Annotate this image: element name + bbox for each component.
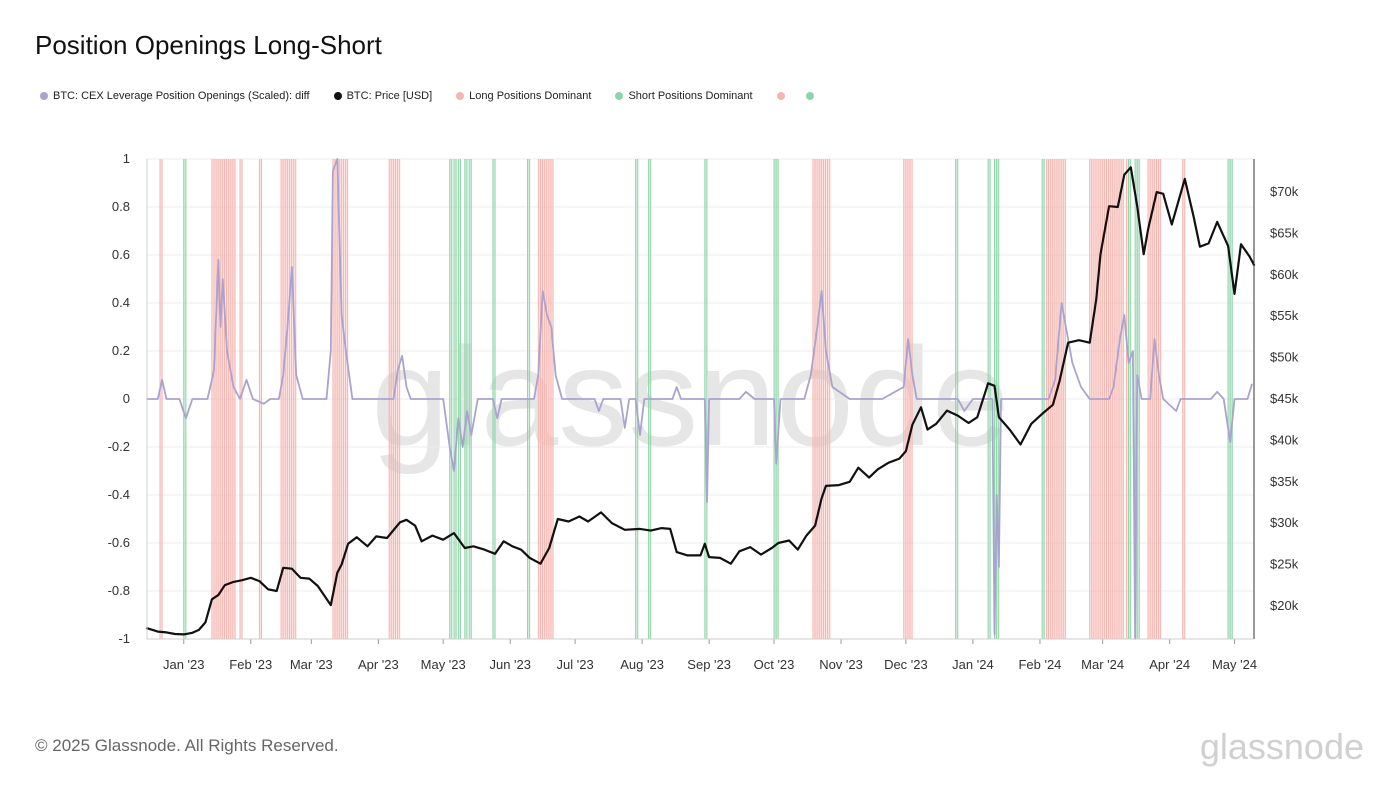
- y-left-tick-label: 0.6: [112, 247, 130, 262]
- x-tick-label: Aug '23: [620, 657, 664, 672]
- dominance-band: [458, 159, 461, 639]
- x-tick-label: Dec '23: [884, 657, 928, 672]
- dominance-band: [454, 159, 457, 639]
- dominance-band: [449, 159, 452, 639]
- x-tick-label: Mar '24: [1081, 657, 1124, 672]
- dominance-band: [389, 159, 400, 639]
- chart-legend: BTC: CEX Leverage Position Openings (Sca…: [40, 89, 835, 103]
- dominance-band: [492, 159, 496, 639]
- x-tick-label: Feb '23: [229, 657, 272, 672]
- x-tick-label: Mar '23: [290, 657, 333, 672]
- dominance-band: [469, 159, 472, 639]
- dominance-band: [1128, 159, 1131, 639]
- glassnode-logo[interactable]: glassnode: [1199, 726, 1364, 767]
- x-tick-label: Sep '23: [687, 657, 731, 672]
- y-right-tick-label: $65k: [1270, 225, 1299, 240]
- x-tick-label: Jan '24: [952, 657, 994, 672]
- y-right-tick-label: $35k: [1270, 474, 1299, 489]
- y-right-tick-label: $55k: [1270, 308, 1299, 323]
- y-left-tick-label: -0.4: [108, 487, 130, 502]
- dominance-band: [183, 159, 186, 639]
- legend-dot-icon: [805, 92, 814, 100]
- copyright-text: © 2025 Glassnode. All Rights Reserved.: [35, 736, 339, 755]
- y-right-tick-label: $50k: [1270, 350, 1299, 365]
- x-tick-label: Jul '23: [557, 657, 594, 672]
- y-right-tick-label: $60k: [1270, 267, 1299, 282]
- dominance-band: [464, 159, 467, 639]
- legend-dot-icon: [456, 92, 465, 100]
- y-left-tick-label: -0.2: [108, 439, 130, 454]
- y-left-tick-label: 0.8: [112, 199, 130, 214]
- chart-title: Position Openings Long-Short: [35, 30, 382, 60]
- x-tick-label: May '24: [1212, 657, 1257, 672]
- legend-item-short-dominant[interactable]: Short Positions Dominant: [615, 90, 753, 102]
- y-left-tick-label: 0.4: [112, 295, 130, 310]
- x-tick-label: Jan '23: [163, 657, 205, 672]
- y-right-tick-label: $25k: [1270, 557, 1299, 572]
- dominance-band: [239, 159, 243, 639]
- legend-label: Short Positions Dominant: [628, 90, 753, 102]
- dominance-band: [159, 159, 163, 639]
- legend-dot-icon: [333, 92, 342, 100]
- dominance-band: [211, 159, 236, 639]
- y-right-tick-label: $40k: [1270, 432, 1299, 447]
- y-left-tick-label: 0: [123, 391, 130, 406]
- y-right-tick-label: $20k: [1270, 598, 1299, 613]
- y-left-tick-label: -0.6: [108, 535, 130, 550]
- legend-label: BTC: CEX Leverage Position Openings (Sca…: [53, 90, 310, 102]
- legend-label: Long Positions Dominant: [469, 90, 592, 102]
- legend-item-short-marker[interactable]: [805, 92, 819, 100]
- x-tick-label: Apr '24: [1149, 657, 1190, 672]
- legend-label: BTC: Price [USD]: [346, 90, 433, 102]
- legend-dot-icon: [40, 92, 48, 100]
- legend-dot-icon: [615, 92, 624, 100]
- legend-item-long-dominant[interactable]: Long Positions Dominant: [456, 90, 591, 102]
- x-tick-label: May '23: [421, 657, 466, 672]
- legend-dot-icon: [776, 92, 785, 100]
- y-right-tick-label: $45k: [1270, 391, 1299, 406]
- y-right-tick-label: $70k: [1270, 184, 1299, 199]
- position-openings-line: [146, 158, 1253, 640]
- dominance-band: [1126, 159, 1129, 639]
- y-left-tick-label: 0.2: [112, 343, 130, 358]
- x-tick-label: Oct '23: [754, 657, 795, 672]
- x-tick-label: Nov '23: [819, 657, 863, 672]
- dominance-band: [259, 159, 262, 639]
- y-right-tick-label: $30k: [1270, 515, 1299, 530]
- legend-item-long-marker[interactable]: [776, 92, 790, 100]
- y-left-tick-label: -1: [118, 631, 130, 646]
- btc-price-line: [145, 166, 1256, 636]
- x-tick-label: Feb '24: [1018, 657, 1061, 672]
- x-tick-label: Apr '23: [358, 657, 399, 672]
- legend-item-btc-price[interactable]: BTC: Price [USD]: [333, 90, 433, 102]
- y-left-tick-label: -0.8: [108, 583, 130, 598]
- y-left-tick-label: 1: [123, 151, 130, 166]
- legend-item-position-openings[interactable]: BTC: CEX Leverage Position Openings (Sca…: [40, 90, 310, 102]
- x-tick-label: Jun '23: [489, 657, 531, 672]
- dominance-band: [704, 159, 707, 639]
- dominance-band: [635, 159, 638, 639]
